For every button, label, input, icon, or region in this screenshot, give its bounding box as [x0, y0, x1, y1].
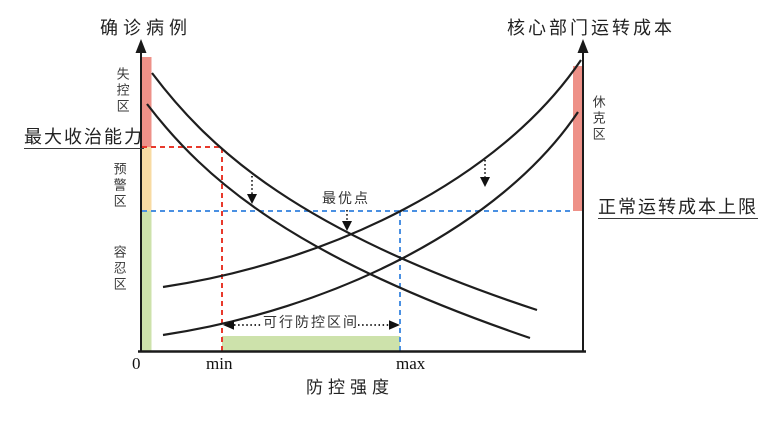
zone-label-warning: 预警区: [111, 162, 127, 210]
max-capacity-dashed-line: [142, 146, 223, 351]
zone-label-out-of-control: 失控区: [114, 67, 130, 115]
confirmed-cases-curve-upper: [151, 72, 538, 312]
right-y-axis-arrow-icon: [577, 39, 589, 53]
zone-label-shock: 休克区: [590, 95, 606, 143]
operating-cost-curve-shifted: [162, 111, 579, 337]
optimal-point-label: 最优点: [322, 192, 370, 207]
left-axis-title: 确诊病例: [100, 18, 192, 38]
zone-label-tolerance: 容忍区: [111, 245, 127, 293]
cost-shift-arrow-icon: [480, 177, 490, 187]
interval-left-arrow-icon: [223, 320, 234, 330]
right-zone-band-shock: [573, 66, 582, 211]
left-zone-band-out-of-control: [141, 57, 152, 147]
right-axis-title: 核心部门运转成本: [507, 18, 675, 38]
normal-cost-limit-label: 正常运转成本上限: [598, 197, 758, 219]
interval-right-arrow-icon: [389, 320, 400, 330]
max-capacity-label: 最大收治能力: [24, 127, 144, 149]
feasible-interval-band: [222, 336, 400, 351]
feasible-interval-label: 可行防控区间: [263, 316, 359, 331]
operating-cost-curve-upper: [162, 59, 582, 289]
x-axis-title: 防控强度: [306, 378, 394, 397]
x-tick-min: min: [206, 354, 233, 373]
optimal-point-arrow-icon: [342, 221, 352, 231]
cases-shift-arrow-icon: [247, 194, 257, 204]
x-tick-zero: 0: [132, 354, 141, 373]
x-tick-max: max: [396, 354, 426, 373]
left-zone-band-tolerance: [141, 211, 152, 351]
left-zone-band-warning: [141, 147, 152, 211]
left-y-axis-arrow-icon: [135, 39, 147, 53]
confirmed-cases-curve-shifted: [146, 103, 531, 340]
